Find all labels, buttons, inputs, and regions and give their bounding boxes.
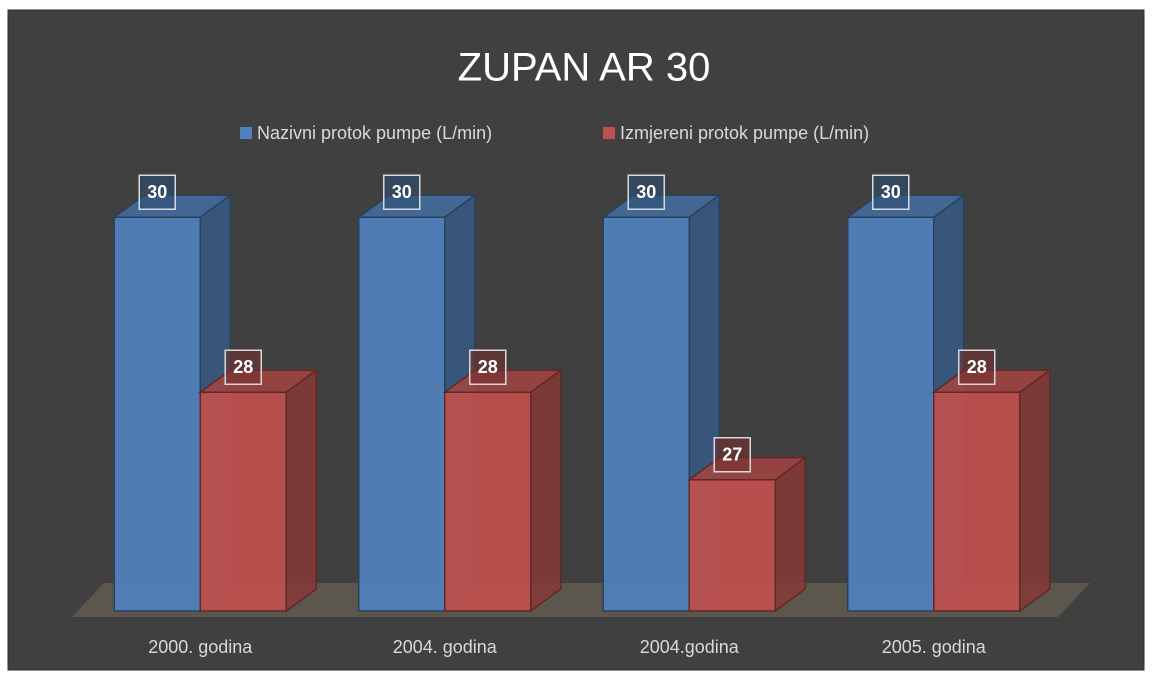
bar xyxy=(688,479,776,612)
data-label: 30 xyxy=(392,182,412,202)
bar xyxy=(933,391,1021,612)
data-label-box xyxy=(872,174,910,210)
data-label-box xyxy=(383,174,421,210)
bar-group: 30 xyxy=(600,174,722,613)
data-label: 28 xyxy=(478,357,498,377)
data-label: 28 xyxy=(233,357,253,377)
bar-side xyxy=(1019,368,1051,613)
bar xyxy=(199,391,287,612)
data-label-box xyxy=(138,174,176,210)
bar xyxy=(113,216,201,612)
data-label-box xyxy=(224,349,262,385)
bar-group: 28 xyxy=(931,349,1053,613)
data-label-box xyxy=(958,349,996,385)
data-label: 28 xyxy=(967,357,987,377)
x-tick-label: 2005. godina xyxy=(882,637,987,657)
bar xyxy=(358,216,446,612)
data-label: 27 xyxy=(722,445,742,465)
legend-label: Izmjereni protok pumpe (L/min) xyxy=(620,123,869,143)
x-tick-label: 2004.godina xyxy=(640,637,740,657)
chart-title: ZUPAN AR 30 xyxy=(458,46,711,90)
bar xyxy=(847,216,935,612)
data-label-box xyxy=(469,349,507,385)
legend-label: Nazivni protok pumpe (L/min) xyxy=(257,123,492,143)
data-label: 30 xyxy=(147,182,167,202)
bar xyxy=(602,216,690,612)
bar-side xyxy=(774,456,806,613)
bar-side xyxy=(285,368,317,613)
data-label: 30 xyxy=(636,182,656,202)
legend-swatch xyxy=(603,127,615,139)
bar-group: 28 xyxy=(197,349,319,613)
data-label-box xyxy=(627,174,665,210)
data-label-box xyxy=(713,437,751,473)
floor xyxy=(72,583,1090,617)
bar-side xyxy=(530,368,562,613)
bar-group: 27 xyxy=(686,437,808,613)
x-tick-label: 2000. godina xyxy=(148,637,253,657)
data-label: 30 xyxy=(881,182,901,202)
bar xyxy=(444,391,532,612)
x-tick-label: 2004. godina xyxy=(393,637,498,657)
bar-group: 28 xyxy=(442,349,564,613)
legend-swatch xyxy=(240,127,252,139)
